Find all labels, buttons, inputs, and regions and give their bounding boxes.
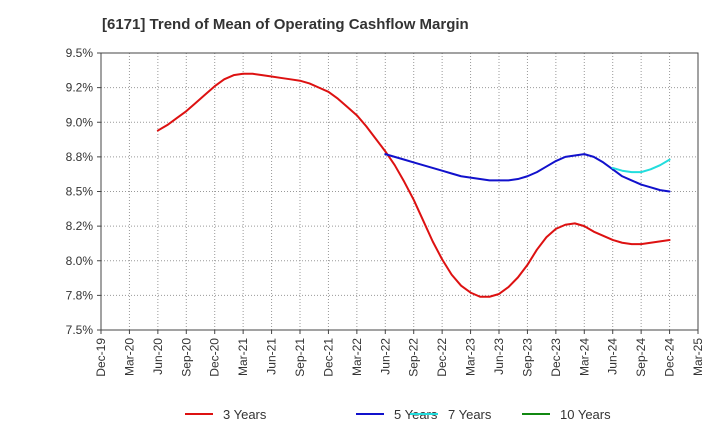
x-tick-label: Sep-24 [634,338,648,377]
x-tick-label: Jun-20 [151,338,165,375]
x-tick-label: Sep-21 [293,338,307,377]
x-tick-label: Jun-23 [492,338,506,375]
series-line-7-years [611,158,671,174]
series-line-5-years [384,153,671,193]
y-tick-label: 9.5% [66,46,94,60]
x-tick-label: Mar-22 [350,338,364,376]
x-tick-label: Jun-21 [265,338,279,375]
x-tick-label: Jun-24 [606,338,620,375]
y-tick-label: 8.8% [66,150,94,164]
x-tick-label: Sep-20 [179,338,193,377]
legend-label: 7 Years [448,407,492,422]
x-tick-label: Dec-20 [208,338,222,377]
y-tick-label: 8.2% [66,219,94,233]
y-tick-label: 8.0% [66,254,94,268]
y-tick-label: 7.8% [66,288,94,302]
x-tick-label: Dec-19 [94,338,108,377]
series-line-3-years [156,72,671,298]
series-lines [156,72,671,298]
chart-title: [6171] Trend of Mean of Operating Cashfl… [102,16,469,33]
y-tick-label: 8.5% [66,185,94,199]
x-tick-label: Sep-23 [520,338,534,377]
x-tick-label: Jun-22 [378,338,392,375]
horizontal-gridlines [101,87,698,296]
legend-label: 10 Years [560,407,611,422]
y-axis-labels: 7.5% 7.8% 8.0% 8.2% 8.5% 8.8% 9.0% 9.2% 9.5% [66,46,101,337]
x-tick-label: Mar-25 [691,338,705,376]
x-tick-label: Mar-24 [577,338,591,376]
x-tick-label: Mar-23 [464,338,478,376]
x-tick-label: Dec-22 [435,338,449,377]
y-tick-label: 7.5% [66,323,94,337]
legend-label: 3 Years [223,407,267,422]
y-tick-label: 9.0% [66,115,94,129]
y-tick-label: 9.2% [66,81,94,95]
x-tick-label: Sep-22 [407,338,421,377]
x-tick-label: Mar-21 [236,338,250,376]
x-tick-label: Mar-20 [122,338,136,376]
x-tick-label: Dec-24 [663,338,677,377]
x-axis-labels: Dec-19 Mar-20 Jun-20 Sep-20 Dec-20 Mar-21 Jun-… [94,330,705,377]
legend: 3 Years 5 Years 7 Years 10 Years [185,407,611,422]
x-tick-label: Dec-21 [321,338,335,377]
x-tick-label: Dec-23 [549,338,563,377]
